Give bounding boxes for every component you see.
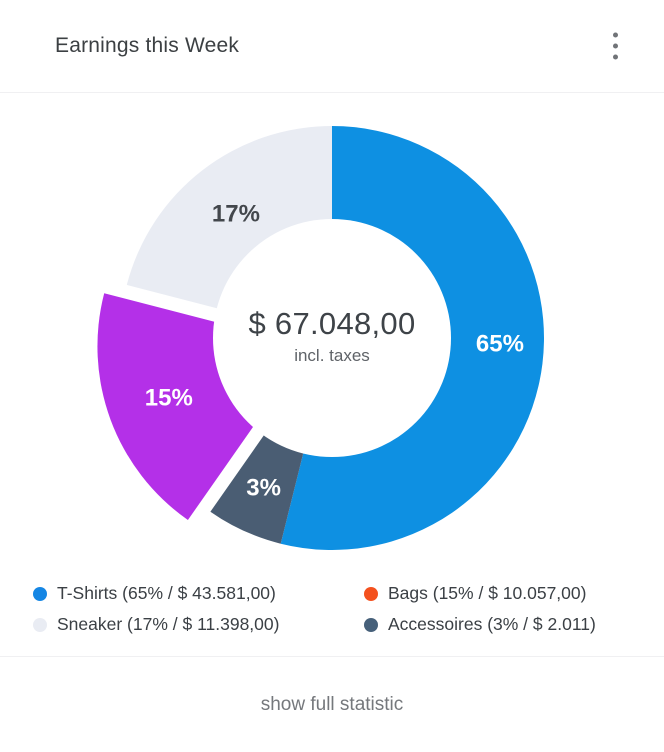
chart-legend: T-Shirts (65% / $ 43.581,00) Bags (15% /… — [33, 578, 664, 640]
legend-dot-tshirts-icon — [33, 586, 47, 601]
show-full-statistic-link[interactable]: show full statistic — [255, 693, 410, 717]
kebab-dot-icon — [613, 43, 618, 49]
card-header: Earnings this Week — [0, 0, 664, 93]
legend-label: Bags (15% / $ 10.057,00) — [388, 583, 587, 603]
legend-item-tshirts: T-Shirts (65% / $ 43.581,00) — [33, 578, 364, 609]
kebab-menu-button[interactable] — [605, 25, 626, 68]
card-footer: show full statistic — [0, 657, 664, 752]
kebab-dot-icon — [613, 54, 618, 60]
kebab-dot-icon — [613, 32, 618, 38]
legend-item-sneaker: Sneaker (17% / $ 11.398,00) — [33, 609, 364, 640]
page-title: Earnings this Week — [55, 34, 240, 57]
legend-dot-accessoires-icon — [364, 617, 378, 632]
legend-label: Accessoires (3% / $ 2.011) — [388, 614, 596, 634]
donut-segment-sneaker[interactable] — [126, 126, 332, 338]
legend-item-bags: Bags (15% / $ 10.057,00) — [364, 578, 664, 609]
legend-dot-bags-icon — [364, 586, 378, 601]
footer-divider — [0, 656, 664, 657]
legend-item-accessoires: Accessoires (3% / $ 2.011) — [364, 609, 664, 640]
legend-dot-sneaker-icon — [33, 617, 47, 632]
legend-label: T-Shirts (65% / $ 43.581,00) — [57, 583, 276, 603]
legend-label: Sneaker (17% / $ 11.398,00) — [57, 614, 280, 634]
